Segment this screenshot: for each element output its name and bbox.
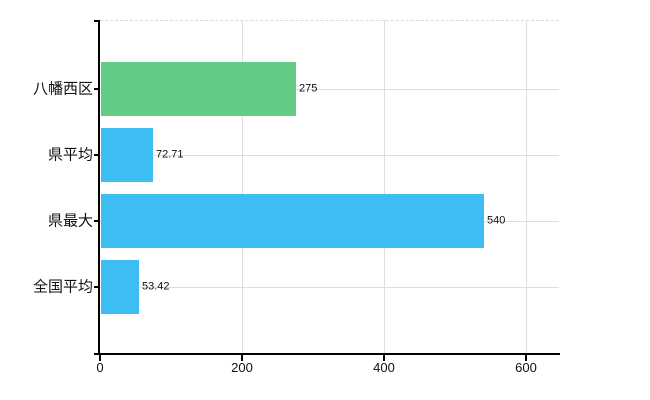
x-axis-tick <box>383 355 385 361</box>
y-axis-tick <box>94 220 100 222</box>
y-axis-tick <box>94 286 100 288</box>
x-tick-label-0: 0 <box>96 360 104 375</box>
gridline-horizontal <box>100 89 559 90</box>
x-tick-label-3: 600 <box>515 360 537 375</box>
bar-3 <box>101 260 139 314</box>
value-label-3: 53.42 <box>142 280 170 293</box>
y-axis-tick <box>94 88 100 90</box>
y-axis-tick <box>94 154 100 156</box>
bar-1 <box>101 128 153 182</box>
gridline-vertical <box>242 20 243 353</box>
gridline-vertical <box>384 20 385 353</box>
x-tick-label-2: 400 <box>373 360 395 375</box>
bar-0 <box>101 62 296 116</box>
gridline-horizontal <box>100 155 559 156</box>
gridline-vertical <box>526 20 527 353</box>
bar-2 <box>101 194 484 248</box>
y-axis-line <box>98 20 100 355</box>
x-axis-tick <box>241 355 243 361</box>
value-label-1: 72.71 <box>156 148 184 161</box>
category-label-0: 八幡西区 <box>32 80 93 98</box>
y-axis-end-tick <box>94 20 100 22</box>
gridline-horizontal <box>100 287 559 288</box>
value-label-0: 275 <box>299 82 318 95</box>
x-axis-tick <box>99 355 101 361</box>
plot-top-border <box>100 20 559 21</box>
category-label-3: 全国平均 <box>32 278 93 296</box>
category-label-1: 県平均 <box>47 146 93 164</box>
category-label-2: 県最大 <box>47 212 93 230</box>
value-label-2: 540 <box>487 214 506 227</box>
x-axis-tick <box>525 355 527 361</box>
x-axis-line <box>94 353 560 355</box>
x-tick-label-1: 200 <box>231 360 253 375</box>
